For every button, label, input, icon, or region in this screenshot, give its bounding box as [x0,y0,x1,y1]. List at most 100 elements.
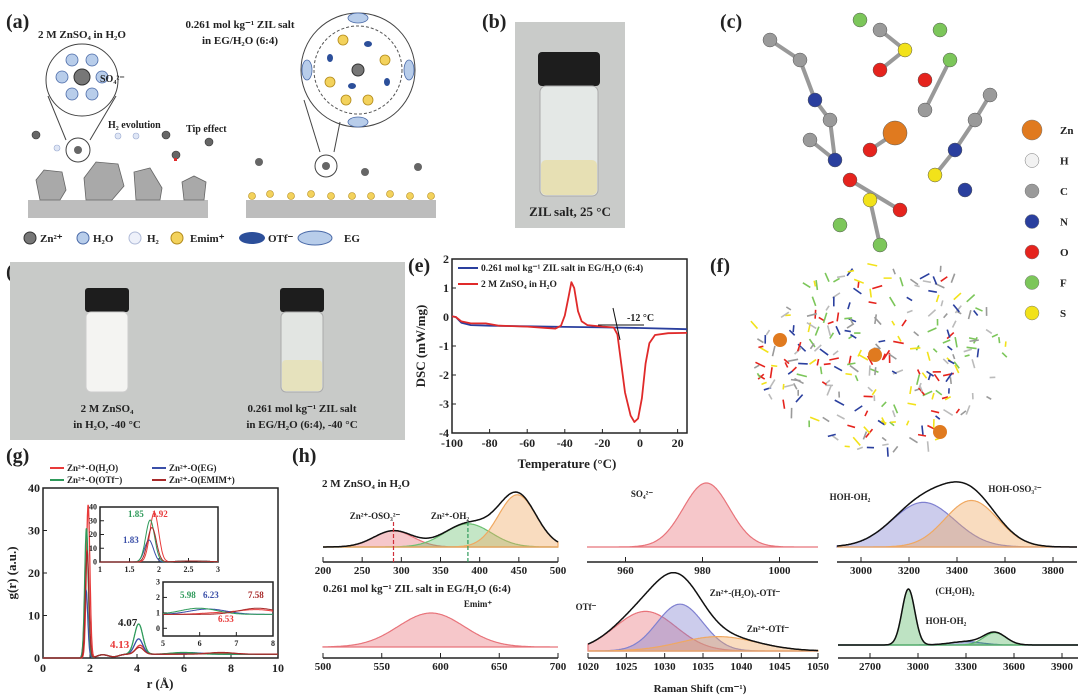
raman-x-tick-label: 1035 [692,661,715,673]
raman-x-tick-label: 350 [432,565,449,577]
bond-stick [926,370,935,377]
dsc-legend-label: 0.261 mol kg⁻¹ ZIL salt in EG/H₂O (6:4) [481,263,643,274]
inset-series-line [163,607,273,615]
atom-n [827,152,843,168]
bond-stick [965,405,971,415]
raman-fit-component [323,494,559,548]
bond-stick [947,345,953,351]
bond-stick [935,294,940,303]
legend-atom-label: H [1060,156,1069,168]
eg-legend-icon [297,230,333,246]
dsc-x-tick-label: -40 [557,436,573,450]
bond-stick [991,333,999,338]
raman-subplot: 500 550 600 650 700 Emim⁺ [315,599,567,673]
bond-stick [944,396,952,401]
panel-e-letter: (e) [408,255,430,277]
bond-stick [798,362,808,365]
panel-a-schematic: 2 M ZnSO₄ in H₂O 0.261 mol kg⁻¹ ZIL salt… [23,12,436,246]
raman-x-tick-label: 1025 [615,661,638,673]
panel-g-letter: (g) [6,445,29,467]
dsc-x-tick-label: -100 [441,436,463,450]
rdf-y-tick-label: 30 [28,524,40,538]
panel-f-md-snapshot [750,262,1008,457]
raman-x-tick-label: 650 [491,661,508,673]
rdf-series-line [43,549,278,659]
raman-x-tick-label: 3800 [1042,565,1065,577]
raman-fit-envelope [837,481,1077,548]
bond-stick [867,386,874,392]
bond-stick [919,386,924,393]
bond-stick [888,353,897,360]
rdf-xlabel: r (Å) [147,676,174,691]
raman-component-label: HOH-OH₂ [830,492,871,502]
bond-stick [935,415,941,420]
inset-background [163,582,273,636]
raman-x-tick-label: 1000 [769,565,792,577]
bond-stick [756,338,764,344]
raman-component-label: Emim⁺ [464,599,492,609]
bond-stick [909,386,913,395]
bond-stick [822,312,828,324]
raman-x-tick-label: 3000 [850,565,873,577]
bond-stick [891,370,897,375]
bond-stick [792,382,798,390]
panel-h-title-bottom: 0.261 mol kg⁻¹ ZIL salt in EG/H₂O (6:4) [323,583,511,595]
zn-ions [31,130,214,160]
rdf-inset-x-tick-label: 1.5 [125,565,135,574]
bond-stick [921,372,928,379]
bond-stick [869,288,872,298]
bond-stick [806,321,817,330]
bond-stick [782,383,785,390]
bond-stick [927,374,932,381]
bond-stick [827,320,834,325]
raman-x-tick-label: 300 [393,565,410,577]
bond-stick [852,436,861,446]
rdf-inset-y-tick-label: 30 [89,516,97,525]
legend-otf: OTf⁻ [268,233,294,245]
bond-stick [769,367,773,379]
raman-subplot: 960 980 1000 SO₄²⁻ [587,482,818,577]
bond-stick [854,375,859,382]
panel-a-right-title-2: in EG/H₂O (6:4) [202,35,278,47]
bond-stick [826,385,832,396]
raman-x-tick-label: 250 [354,565,371,577]
raman-fit-envelope [587,571,818,652]
panel-d-right-caption-2: in EG/H₂O (6:4), -40 °C [246,419,357,431]
bond-stick [966,294,976,303]
raman-fit-envelope [323,491,559,548]
bond-stick [847,362,856,366]
rdf-inset-y-tick-label: 2 [156,593,160,602]
bond-stick [881,436,887,442]
legend-eg: EG [344,233,360,245]
panel-d-photo: 2 M ZnSO₄ in H₂O, -40 °C 0.261 mol kg⁻¹ … [10,262,405,440]
raman-x-tick-label: 500 [550,565,567,577]
legend-atom-h-icon [1024,153,1040,168]
raman-component-label: Zn²⁺-OSO₃²⁻ [350,511,401,521]
atom-zn [933,425,947,439]
raman-x-tick-label: 3200 [898,565,921,577]
bond-stick [871,388,877,396]
atom-c [872,22,888,38]
dsc-x-tick-label: 20 [672,436,684,450]
panel-f-letter: (f) [710,255,730,277]
rdf-inset-y-tick-label: 1 [156,609,160,618]
rdf-inset-x-tick-label: 2.5 [184,565,194,574]
photo-background [10,262,405,440]
rdf-inset-x-tick-label: 8 [271,639,275,648]
raman-x-tick-label: 1045 [769,661,792,673]
atom-o [917,72,933,88]
h2o-legend-icon [76,231,90,245]
h2-legend-icon [128,231,142,245]
rdf-inset-y-tick-label: 3 [156,578,160,587]
rdf-inset-y-tick-label: 0 [156,624,160,633]
raman-component-label: (CH₂OH)₂ [936,586,975,596]
zn-ion [74,146,82,154]
atom-s [862,192,878,208]
legend-h2o: H₂O [93,233,114,245]
bond-stick [926,441,930,452]
bond-stick [768,393,773,400]
raman-x-tick-label: 3900 [1051,661,1074,673]
legend-atom-n-icon [1024,214,1040,229]
